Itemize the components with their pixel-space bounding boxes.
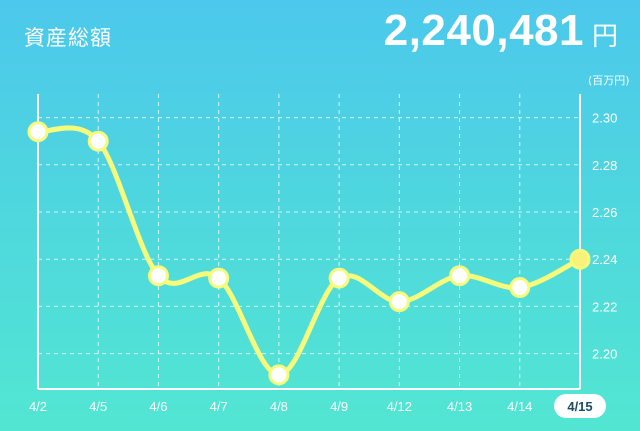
total-assets: 2,240,481 円 <box>384 6 618 56</box>
x-tick-label[interactable]: 4/8 <box>270 399 288 414</box>
chart-grid <box>38 94 580 389</box>
x-tick-label[interactable]: 4/9 <box>330 399 348 414</box>
x-tick-label-selected[interactable]: 4/15 <box>567 399 592 414</box>
y-tick-label: 2.24 <box>592 252 617 267</box>
page-title: 資産総額 <box>24 26 112 50</box>
data-point[interactable] <box>449 265 471 287</box>
x-tick-label[interactable]: 4/13 <box>447 399 472 414</box>
selected-date-pill[interactable] <box>554 394 606 418</box>
data-point[interactable] <box>509 277 531 299</box>
y-axis-unit-label: (百万円) <box>588 74 630 87</box>
y-tick-label: 2.30 <box>592 111 617 126</box>
x-tick-label[interactable]: 4/14 <box>507 399 532 414</box>
x-tick-label[interactable]: 4/7 <box>210 399 228 414</box>
data-point[interactable] <box>87 130 109 152</box>
total-assets-unit: 円 <box>591 22 618 52</box>
y-tick-label: 2.22 <box>592 299 617 314</box>
data-point[interactable] <box>147 265 169 287</box>
data-point[interactable] <box>27 121 49 143</box>
data-points <box>27 121 591 386</box>
data-point-selected[interactable] <box>569 248 591 270</box>
data-point[interactable] <box>268 364 290 386</box>
y-tick-label: 2.28 <box>592 158 617 173</box>
total-assets-value: 2,240,481 <box>383 6 584 55</box>
x-tick-label[interactable]: 4/2 <box>29 399 47 414</box>
data-point[interactable] <box>328 267 350 289</box>
y-axis-ticks: 2.30 2.28 2.26 2.24 2.22 2.20 <box>592 111 617 362</box>
series-line <box>35 125 583 378</box>
data-point[interactable] <box>388 291 410 313</box>
x-axis-ticks: 4/2 4/5 4/6 4/7 4/8 4/9 4/12 4/13 4/14 4/15 <box>29 394 606 418</box>
x-tick-label[interactable]: 4/6 <box>149 399 167 414</box>
y-tick-label: 2.20 <box>592 347 617 362</box>
x-tick-label[interactable]: 4/5 <box>89 399 107 414</box>
y-tick-label: 2.26 <box>592 205 617 220</box>
data-point[interactable] <box>208 267 230 289</box>
x-tick-label[interactable]: 4/12 <box>387 399 412 414</box>
chart-axes <box>37 94 581 390</box>
